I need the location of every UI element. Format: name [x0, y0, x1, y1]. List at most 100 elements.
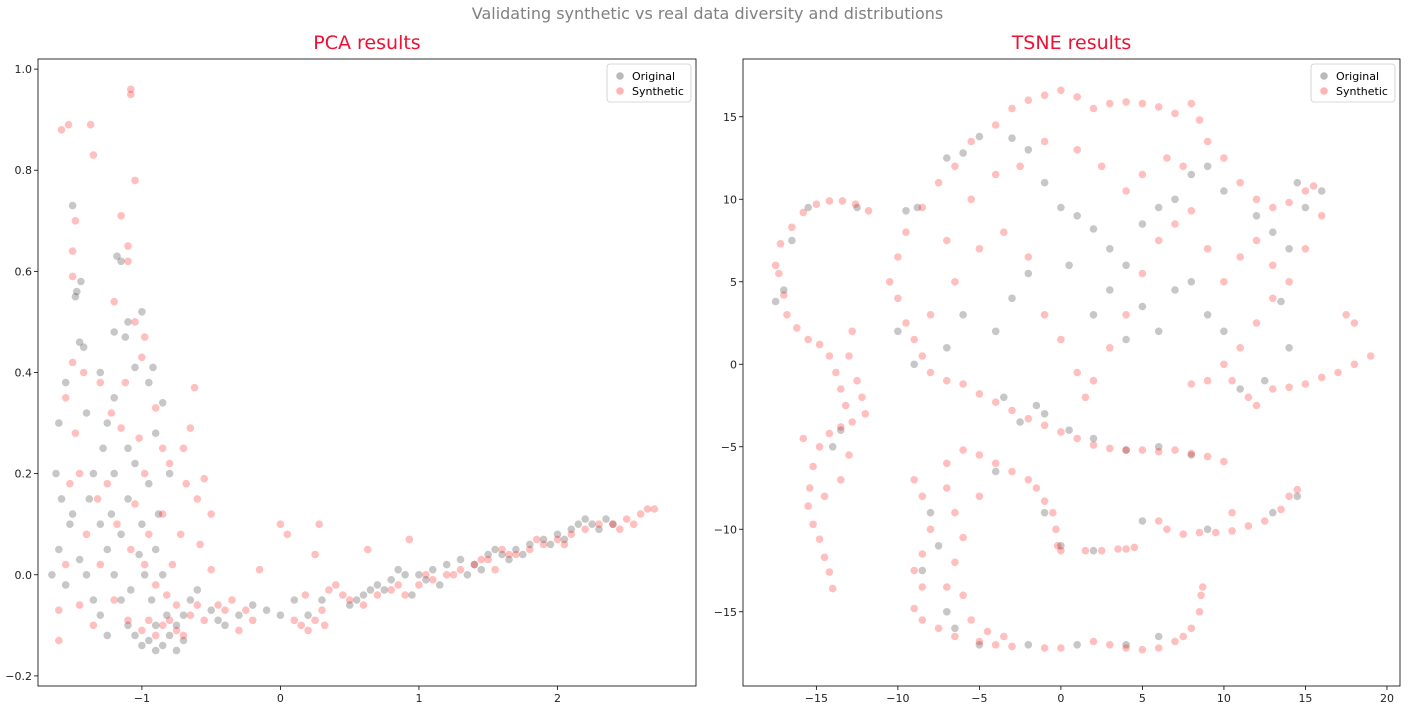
synthetic-point — [595, 520, 603, 528]
original-point — [163, 611, 171, 619]
synthetic-point — [1197, 591, 1205, 600]
original-point — [165, 469, 174, 478]
synthetic-point — [1269, 261, 1277, 270]
original-point — [1154, 327, 1163, 336]
synthetic-point — [66, 479, 74, 488]
synthetic-point — [1187, 99, 1196, 108]
original-point — [771, 297, 780, 306]
original-point — [1171, 286, 1179, 294]
synthetic-point — [200, 616, 208, 625]
synthetic-point — [1016, 162, 1024, 171]
original-point — [52, 469, 60, 478]
original-point — [484, 550, 493, 559]
synthetic-point — [1252, 195, 1261, 204]
original-point — [1122, 641, 1130, 649]
legend-marker — [616, 87, 624, 95]
synthetic-point — [93, 495, 102, 503]
original-point — [61, 378, 70, 387]
synthetic-point — [910, 566, 918, 575]
synthetic-point — [127, 90, 135, 99]
original-point — [145, 636, 153, 645]
synthetic-point — [1008, 104, 1016, 113]
synthetic-point — [1220, 278, 1228, 286]
synthetic-point — [1269, 203, 1277, 212]
legend-label: Synthetic — [1336, 85, 1388, 98]
synthetic-point — [934, 624, 943, 633]
original-point — [131, 363, 139, 372]
y-tick-label: 5 — [730, 276, 737, 289]
synthetic-point — [1260, 517, 1269, 525]
synthetic-point — [837, 423, 845, 431]
synthetic-point — [96, 378, 105, 387]
original-point — [79, 343, 88, 352]
original-point — [1122, 335, 1130, 344]
original-point — [1154, 632, 1163, 641]
legend-label: Original — [632, 70, 675, 83]
synthetic-point — [61, 560, 70, 569]
synthetic-point — [1089, 104, 1098, 113]
synthetic-point — [498, 545, 506, 554]
synthetic-point — [1277, 505, 1285, 514]
synthetic-point — [532, 535, 541, 544]
original-point — [290, 596, 299, 604]
synthetic-point — [394, 581, 403, 589]
legend: Original Synthetic — [606, 63, 692, 103]
synthetic-point — [841, 401, 850, 410]
original-point — [519, 550, 527, 559]
synthetic-point — [315, 520, 324, 528]
synthetic-point — [771, 261, 780, 270]
synthetic-point — [1040, 311, 1049, 319]
synthetic-point — [1244, 393, 1253, 402]
synthetic-point — [151, 404, 160, 412]
original-point — [77, 277, 85, 286]
y-tick-label: −15 — [714, 606, 737, 619]
y-tick-label: 0 — [730, 358, 737, 371]
synthetic-point — [1130, 543, 1139, 552]
synthetic-point — [1040, 644, 1049, 652]
y-tick-label: −0.2 — [5, 670, 32, 683]
synthetic-point — [825, 197, 834, 205]
synthetic-point — [526, 545, 534, 554]
synthetic-point — [806, 484, 814, 492]
axes-frame — [37, 58, 697, 687]
original-point — [1154, 203, 1163, 212]
original-point — [788, 236, 796, 245]
synthetic-point — [186, 611, 195, 619]
synthetic-point — [991, 641, 1000, 649]
synthetic-point — [75, 601, 84, 609]
synthetic-point — [1040, 137, 1049, 146]
synthetic-point — [1154, 447, 1163, 456]
synthetic-point — [1366, 352, 1375, 360]
y-tick-label: 15 — [723, 111, 737, 124]
synthetic-point — [311, 616, 319, 625]
original-point — [135, 550, 143, 559]
points-group — [48, 85, 659, 655]
synthetic-point — [837, 476, 845, 484]
synthetic-point — [951, 162, 959, 171]
synthetic-point — [959, 533, 967, 542]
original-point — [103, 419, 112, 427]
synthetic-point — [1122, 644, 1130, 652]
original-point — [913, 203, 922, 212]
original-point — [110, 394, 118, 402]
synthetic-point — [943, 376, 951, 385]
original-point — [110, 328, 118, 336]
synthetic-point — [1008, 467, 1016, 476]
original-point — [207, 606, 215, 614]
original-point — [158, 571, 167, 579]
y-tick-label: 0.0 — [15, 569, 33, 582]
synthetic-point — [943, 459, 951, 468]
synthetic-point — [276, 520, 285, 528]
synthetic-point — [124, 616, 132, 625]
original-point — [1138, 302, 1147, 311]
x-tick-label: −1 — [134, 692, 150, 705]
original-point — [82, 409, 91, 417]
original-point — [1057, 203, 1065, 212]
original-point — [158, 399, 167, 407]
original-point — [401, 571, 409, 579]
synthetic-point — [124, 242, 132, 250]
original-point — [1073, 212, 1081, 220]
original-point — [609, 520, 617, 528]
original-point — [1040, 508, 1049, 517]
original-point — [837, 426, 845, 435]
